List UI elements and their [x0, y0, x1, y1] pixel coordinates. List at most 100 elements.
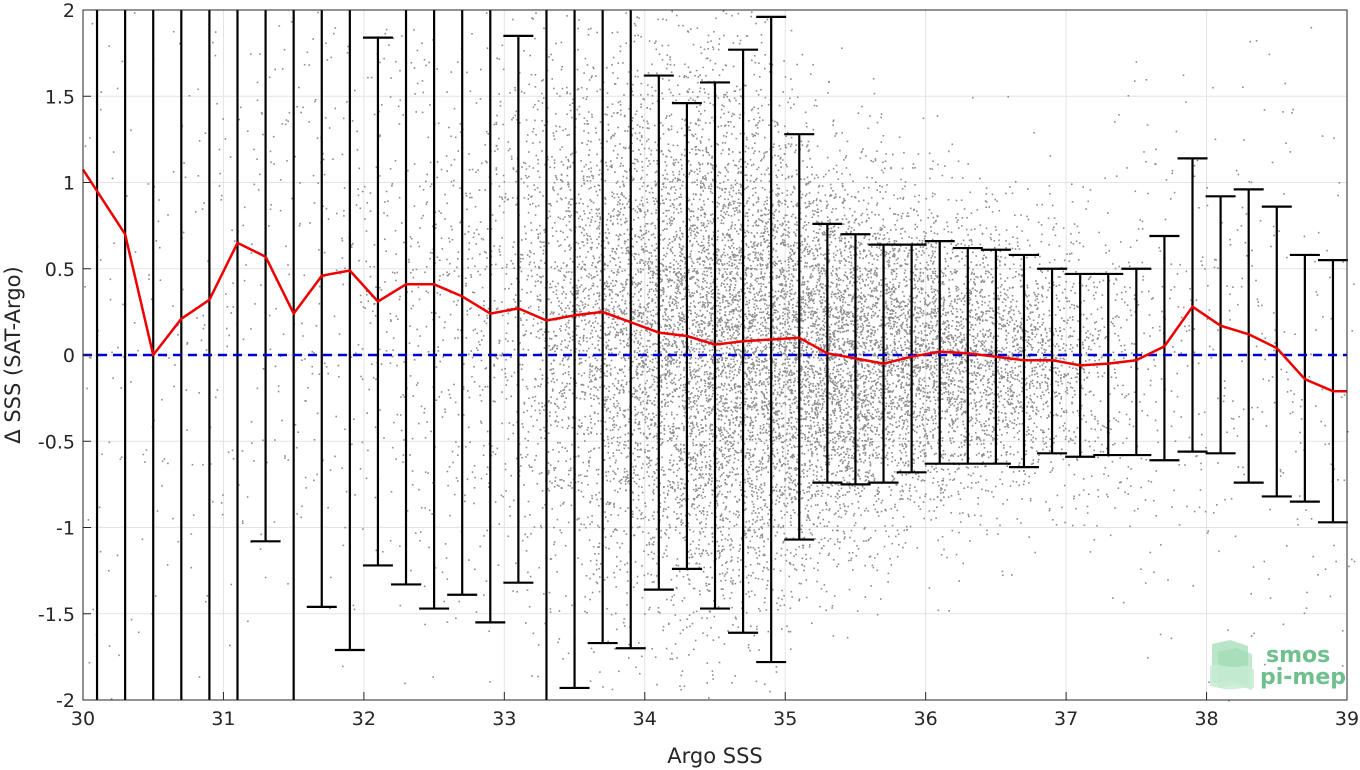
- scatter-point: [539, 275, 541, 278]
- scatter-point: [654, 180, 656, 183]
- scatter-point: [639, 229, 642, 231]
- scatter-point: [556, 240, 559, 242]
- scatter-point: [451, 238, 454, 241]
- scatter-point: [592, 255, 595, 257]
- scatter-point: [592, 201, 595, 204]
- scatter-point: [691, 295, 694, 297]
- scatter-point: [680, 158, 682, 161]
- scatter-point: [588, 461, 590, 464]
- scatter-point: [659, 346, 661, 349]
- scatter-point: [662, 515, 664, 517]
- scatter-point: [539, 240, 541, 243]
- scatter-point: [559, 244, 562, 246]
- scatter-point: [302, 106, 304, 109]
- scatter-point: [475, 347, 478, 349]
- scatter-point: [613, 310, 616, 313]
- scatter-point: [681, 522, 684, 524]
- scatter-point: [628, 482, 631, 485]
- scatter-point: [621, 194, 624, 196]
- scatter-point: [632, 277, 634, 280]
- scatter-point: [631, 395, 634, 398]
- scatter-point: [582, 349, 585, 352]
- scatter-point: [640, 82, 643, 85]
- scatter-point: [681, 395, 684, 398]
- scatter-point: [644, 264, 646, 266]
- scatter-point: [605, 503, 608, 505]
- scatter-point: [676, 283, 679, 285]
- scatter-point: [666, 63, 669, 65]
- scatter-point: [583, 212, 586, 215]
- scatter-point: [610, 613, 613, 616]
- scatter-point: [501, 237, 503, 239]
- scatter-point: [378, 135, 381, 138]
- scatter-point: [638, 312, 640, 314]
- scatter-point: [583, 334, 585, 337]
- scatter-point: [700, 365, 703, 368]
- scatter-point: [111, 177, 114, 180]
- scatter-point: [680, 210, 683, 213]
- scatter-point: [410, 272, 412, 274]
- scatter-point: [338, 333, 341, 335]
- scatter-point: [676, 346, 678, 349]
- scatter-point: [538, 299, 540, 301]
- scatter-point: [608, 311, 610, 313]
- scatter-point: [678, 243, 681, 245]
- scatter-point: [638, 291, 640, 293]
- scatter-point: [621, 192, 623, 194]
- scatter-point: [500, 355, 503, 357]
- scatter-point: [648, 395, 650, 397]
- scatter-point: [428, 61, 430, 64]
- scatter-point: [394, 272, 396, 274]
- scatter-point: [454, 136, 457, 139]
- scatter-point: [606, 479, 608, 482]
- scatter-point: [670, 400, 672, 402]
- scatter-point: [697, 364, 700, 367]
- scatter-point: [467, 353, 470, 356]
- scatter-point: [677, 177, 679, 180]
- scatter-point: [581, 391, 583, 393]
- scatter-point: [242, 522, 244, 524]
- scatter-point: [561, 146, 563, 148]
- scatter-point: [479, 253, 481, 256]
- scatter-point: [366, 290, 368, 293]
- scatter-point: [556, 345, 559, 347]
- scatter-point: [668, 129, 670, 131]
- scatter-point: [622, 621, 625, 624]
- scatter-point: [616, 440, 619, 443]
- scatter-point: [619, 546, 621, 549]
- scatter-point: [669, 526, 671, 529]
- scatter-point: [624, 425, 626, 427]
- scatter-point: [618, 213, 621, 216]
- scatter-point: [662, 133, 665, 135]
- scatter-point: [671, 391, 674, 393]
- scatter-point: [561, 286, 563, 288]
- scatter-point: [350, 356, 353, 358]
- scatter-point: [582, 97, 585, 99]
- scatter-point: [514, 89, 517, 91]
- scatter-point: [596, 582, 599, 585]
- scatter-point: [474, 328, 477, 331]
- scatter-point: [613, 135, 615, 137]
- scatter-point: [622, 333, 624, 336]
- scatter-point: [645, 363, 648, 366]
- scatter-point: [561, 314, 564, 317]
- scatter-point: [626, 292, 629, 295]
- scatter-point: [269, 150, 272, 153]
- scatter-point: [511, 118, 513, 121]
- scatter-point: [665, 533, 667, 536]
- scatter-point: [569, 336, 572, 339]
- scatter-point: [684, 118, 687, 121]
- scatter-point: [621, 542, 624, 545]
- scatter-point: [583, 372, 586, 374]
- scatter-point: [672, 179, 674, 181]
- scatter-point: [615, 293, 617, 296]
- scatter-point: [100, 108, 102, 111]
- scatter-point: [610, 374, 612, 376]
- scatter-point: [430, 311, 433, 314]
- scatter-point: [676, 475, 678, 477]
- scatter-point: [594, 367, 597, 370]
- scatter-point: [504, 376, 507, 378]
- scatter-point: [589, 212, 591, 214]
- scatter-point: [662, 315, 664, 318]
- scatter-point: [663, 418, 666, 420]
